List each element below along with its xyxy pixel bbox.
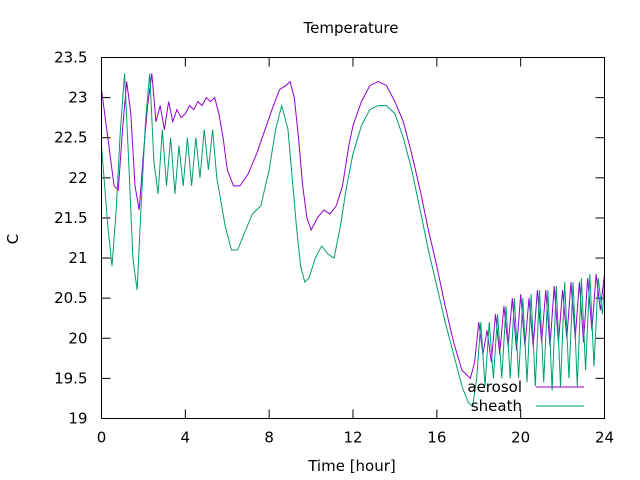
- x-tick-label: 20: [511, 429, 530, 447]
- y-tick-label: 22: [68, 169, 87, 187]
- y-tick-label: 19: [68, 410, 87, 428]
- x-tick-label: 8: [264, 429, 274, 447]
- series-line-aerosol: [101, 73, 605, 380]
- legend-label-aerosol: aerosol: [467, 378, 522, 396]
- y-tick-label: 23: [68, 89, 87, 107]
- x-tick-label: 4: [181, 429, 191, 447]
- y-tick-label: 23.5: [54, 49, 87, 67]
- y-tick-label: 21.5: [54, 209, 87, 227]
- x-tick-label: 0: [97, 429, 107, 447]
- series-line-sheath: [101, 73, 605, 408]
- x-tick-label: 24: [595, 429, 614, 447]
- y-tick-label: 21: [68, 249, 87, 267]
- x-tick-label: 12: [343, 429, 362, 447]
- y-tick-label: 19.5: [54, 369, 87, 387]
- x-axis-label: Time [hour]: [307, 457, 396, 475]
- axis-ticks: 0 4 8 12 16 20 24 19 19.5 20 20.5 21 21.5 22 22.5 23 23.…: [54, 49, 614, 447]
- y-tick-label: 20.5: [54, 289, 87, 307]
- plot-frame: [101, 57, 605, 419]
- chart-title: Temperature: [302, 19, 398, 37]
- legend: aerosol sheath: [467, 378, 584, 415]
- y-axis-label: C: [4, 234, 22, 244]
- y-tick-label: 20: [68, 329, 87, 347]
- x-tick-label: 16: [427, 429, 446, 447]
- legend-label-sheath: sheath: [471, 397, 522, 415]
- data-series: [101, 73, 605, 408]
- y-tick-label: 22.5: [54, 129, 87, 147]
